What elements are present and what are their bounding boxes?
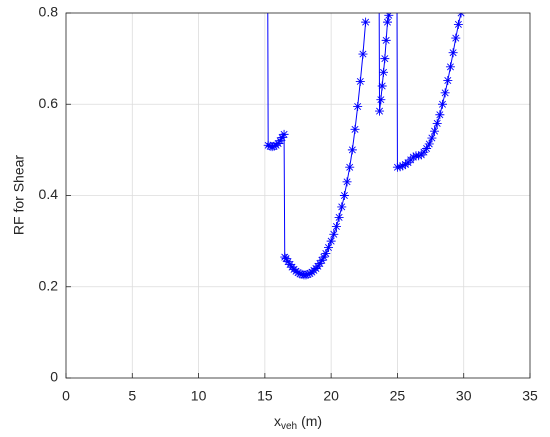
data-marker xyxy=(382,17,392,27)
x-tick-label: 15 xyxy=(257,388,273,404)
data-marker xyxy=(281,253,291,263)
data-marker xyxy=(384,13,394,20)
data-marker xyxy=(379,67,389,77)
y-tick-label: 0.2 xyxy=(39,277,59,293)
data-marker xyxy=(350,124,360,134)
data-marker xyxy=(337,202,347,212)
data-marker xyxy=(424,139,434,149)
x-tick-label: 35 xyxy=(522,388,538,404)
x-tick-label: 0 xyxy=(62,388,70,404)
data-marker xyxy=(317,255,327,265)
x-label-sub: veh xyxy=(281,421,297,432)
data-marker xyxy=(443,76,453,86)
data-marker xyxy=(263,140,273,150)
data-marker xyxy=(453,19,463,29)
data-marker xyxy=(323,243,333,253)
data-marker xyxy=(380,54,390,64)
data-marker xyxy=(269,141,279,151)
data-marker xyxy=(342,177,352,187)
data-marker xyxy=(275,136,285,146)
data-marker xyxy=(419,147,429,157)
data-marker xyxy=(319,252,329,262)
x-label-main: x xyxy=(274,413,281,429)
data-marker xyxy=(361,17,371,27)
data-marker xyxy=(414,151,424,161)
data-marker xyxy=(279,129,289,139)
x-tick-label: 10 xyxy=(191,388,207,404)
data-marker xyxy=(331,222,341,232)
data-marker xyxy=(285,259,295,269)
data-marker xyxy=(353,102,363,112)
data-marker xyxy=(427,133,437,143)
data-marker xyxy=(440,88,450,98)
data-marker xyxy=(377,81,387,91)
plot xyxy=(263,13,466,280)
data-marker xyxy=(435,110,445,120)
data-marker xyxy=(273,138,283,148)
data-marker xyxy=(381,35,391,45)
data-marker xyxy=(301,270,311,280)
data-marker xyxy=(408,152,418,162)
labels: 0 5 10 15 20 25 30 35 0 0.2 0.4 0.6 0.8 xyxy=(39,4,538,404)
data-marker xyxy=(329,229,339,239)
data-marker xyxy=(339,191,349,200)
data-marker xyxy=(451,33,461,43)
data-marker xyxy=(321,248,331,258)
data-marker xyxy=(303,269,313,279)
data-marker xyxy=(448,48,458,58)
data-marker xyxy=(347,145,357,155)
data-marker xyxy=(375,106,385,116)
y-tick-label: 0.4 xyxy=(39,186,59,202)
data-marker xyxy=(277,133,287,143)
data-marker xyxy=(315,258,325,268)
data-marker xyxy=(295,269,305,279)
x-tick-label: 20 xyxy=(323,388,339,404)
data-marker xyxy=(395,162,405,172)
data-marker xyxy=(297,269,307,279)
y-tick-label: 0.6 xyxy=(39,95,59,111)
x-tick-label: 5 xyxy=(128,388,136,404)
data-marker xyxy=(313,261,323,271)
data-marker xyxy=(358,49,368,59)
x-label-unit: (m) xyxy=(301,413,322,429)
data-marker xyxy=(334,212,344,222)
data-marker xyxy=(267,142,277,152)
y-axis-label: RF for Shear xyxy=(11,155,27,235)
y-tick-label: 0.8 xyxy=(39,4,59,20)
data-marker xyxy=(345,162,355,172)
x-axis-label: xveh (m) xyxy=(274,413,322,432)
data-marker xyxy=(400,159,410,169)
data-marker xyxy=(283,257,293,267)
data-marker xyxy=(355,76,365,86)
data-marker xyxy=(376,95,386,105)
data-marker xyxy=(326,236,336,246)
data-marker xyxy=(422,144,432,154)
data-marker xyxy=(432,118,442,128)
data-marker xyxy=(445,62,455,72)
data-marker xyxy=(392,162,402,172)
x-tick-label: 25 xyxy=(390,388,406,404)
data-marker xyxy=(398,161,408,171)
y-tick-label: 0 xyxy=(50,369,58,385)
x-tick-label: 30 xyxy=(456,388,472,404)
data-marker xyxy=(430,126,440,136)
data-marker xyxy=(438,99,448,109)
